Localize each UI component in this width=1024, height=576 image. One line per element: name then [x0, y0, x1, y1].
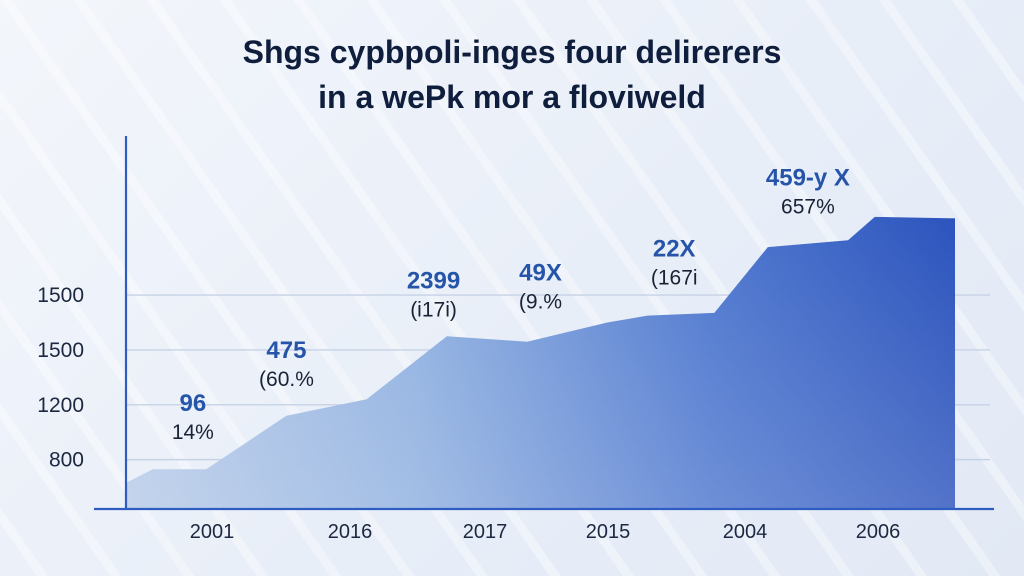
y-tick-label: 1200: [37, 394, 84, 417]
x-tick-label: 2015: [586, 521, 631, 543]
x-axis-ticks: 2001 2016 2017 2015 2004 2006: [190, 521, 901, 543]
x-tick-label: 2001: [190, 521, 235, 543]
annotations: 96 14% 475 (60.% 2399 (i17i) 49X (9.% 22X (167i 45…: [172, 165, 850, 445]
data-label-value: 2399: [407, 268, 460, 295]
x-tick-label: 2006: [856, 521, 901, 543]
y-tick-label: 800: [49, 449, 84, 472]
data-label-value: 22X: [653, 236, 696, 263]
x-tick-label: 2004: [723, 521, 768, 543]
data-label-percent: (i17i): [410, 299, 457, 322]
y-tick-label: 1500: [37, 284, 84, 307]
chart-title-line-1: Shgs cypbpoli-inges four delirerers: [243, 34, 782, 70]
data-label-percent: (167i: [651, 267, 698, 290]
data-label-value: 96: [180, 390, 207, 417]
data-label-value: 49X: [519, 259, 562, 286]
y-tick-label: 1500: [37, 339, 84, 362]
area-series-shade: [126, 216, 955, 509]
data-label-percent: (9.%: [519, 290, 562, 313]
data-label-value: 475: [266, 337, 306, 364]
data-label-value: 459-y X: [766, 165, 850, 192]
chart-title-line-2: in a wePk mor a floviweld: [318, 79, 706, 115]
x-tick-label: 2016: [328, 521, 373, 543]
x-tick-label: 2017: [463, 521, 508, 543]
data-label-percent: (60.%: [259, 368, 314, 391]
y-axis-ticks: 800 1200 1500 1500: [37, 284, 84, 472]
data-label-percent: 14%: [172, 421, 214, 444]
data-label-percent: 657%: [781, 196, 835, 219]
